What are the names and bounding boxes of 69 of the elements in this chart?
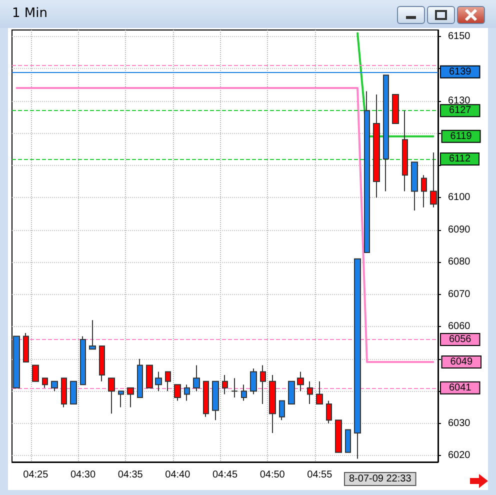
candlestick bbox=[184, 384, 190, 402]
candlestick bbox=[269, 374, 276, 434]
candlestick bbox=[364, 90, 370, 253]
x-tick-label: 04:45 bbox=[212, 470, 238, 480]
candlestick bbox=[250, 368, 257, 395]
y-tick-label: 6100 bbox=[448, 192, 471, 204]
candlestick bbox=[80, 336, 86, 386]
ref-line-label: 6112 bbox=[449, 153, 471, 164]
candlestick bbox=[108, 378, 115, 414]
y-tick-label: 6020 bbox=[448, 450, 471, 462]
candlestick bbox=[307, 380, 313, 404]
candlestick bbox=[23, 332, 29, 363]
candlestick bbox=[288, 380, 295, 404]
candlestick bbox=[165, 371, 171, 392]
candlestick bbox=[203, 380, 209, 418]
x-tick-label: 04:30 bbox=[70, 470, 96, 480]
x-tick-label: 04:35 bbox=[118, 470, 144, 480]
candlestick bbox=[297, 371, 304, 392]
candlestick bbox=[99, 345, 105, 382]
x-tick-label: 04:50 bbox=[260, 470, 286, 480]
candlestick bbox=[146, 364, 153, 388]
ref-line-label: 6127 bbox=[449, 105, 472, 116]
candlestick bbox=[402, 110, 408, 192]
data-label: 6119 bbox=[450, 130, 472, 142]
candlestick bbox=[222, 374, 228, 395]
x-tick-label: 04:25 bbox=[23, 470, 49, 480]
candlestick bbox=[392, 94, 399, 124]
ref-line-label: 6139 bbox=[449, 66, 472, 78]
candlestick bbox=[373, 94, 380, 198]
x-tick-label: 04:40 bbox=[165, 470, 191, 480]
candlestick bbox=[316, 380, 323, 404]
y-tick-label: 6070 bbox=[448, 288, 471, 300]
candlestick bbox=[326, 400, 332, 424]
y-tick-label: 6060 bbox=[448, 321, 471, 332]
candlestick bbox=[127, 387, 134, 408]
candlestick bbox=[13, 336, 20, 388]
candlestick bbox=[89, 320, 96, 350]
y-tick-label: 6090 bbox=[448, 224, 471, 236]
candlestick bbox=[32, 364, 39, 382]
ref-line-label: 6056 bbox=[449, 334, 472, 345]
candlestick bbox=[279, 400, 285, 421]
chart-title: 1 Min bbox=[12, 6, 48, 21]
candlestick bbox=[260, 364, 266, 404]
candlestick bbox=[193, 364, 200, 392]
y-tick-label: 6030 bbox=[448, 418, 471, 429]
y-tick-label: 6150 bbox=[448, 30, 471, 42]
candlestick bbox=[430, 152, 437, 208]
x-tick-label: 04:55 bbox=[307, 470, 333, 480]
candlestick bbox=[174, 384, 181, 402]
candlestick bbox=[118, 390, 124, 408]
text: 8-07-09 22:33 bbox=[349, 474, 412, 484]
candlestick bbox=[51, 380, 58, 392]
candlestick bbox=[61, 378, 67, 408]
data-label: 6049 bbox=[450, 356, 473, 368]
candlestick bbox=[421, 174, 427, 208]
candlestick bbox=[231, 378, 238, 398]
candlestick bbox=[137, 358, 143, 398]
y-tick-label: 6130 bbox=[448, 95, 471, 106]
candlestick bbox=[241, 384, 247, 402]
candlestick bbox=[354, 258, 361, 460]
candlestick bbox=[155, 371, 162, 392]
candlestick bbox=[42, 378, 48, 388]
ref-line-label: 6041 bbox=[449, 382, 472, 394]
candlestick bbox=[411, 162, 418, 212]
candlestick bbox=[335, 420, 342, 453]
candlestick bbox=[70, 380, 77, 404]
y-tick-label: 6080 bbox=[448, 256, 471, 268]
candlestick bbox=[345, 429, 351, 453]
candlestick bbox=[212, 380, 219, 421]
